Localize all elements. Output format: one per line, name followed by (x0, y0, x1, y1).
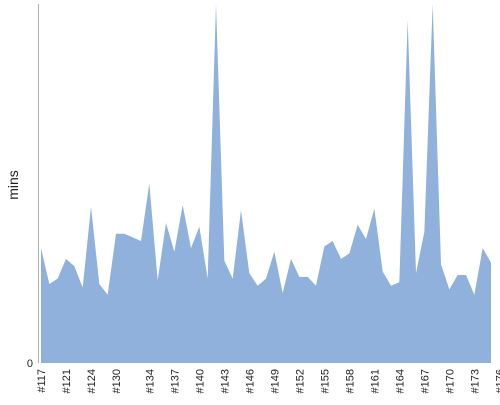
y-axis: 0 (27, 358, 33, 370)
x-tick-label: #170 (444, 369, 456, 393)
x-tick-label: #158 (344, 369, 356, 393)
x-tick-label: #173 (469, 369, 481, 393)
x-tick-label: #164 (394, 369, 406, 393)
x-tick-label: #146 (244, 369, 256, 393)
x-tick-label: #124 (86, 369, 98, 393)
x-tick-label: #155 (319, 369, 331, 393)
x-tick-label: #121 (61, 369, 73, 393)
x-tick-label: #143 (219, 369, 231, 393)
y-tick-label: 0 (27, 358, 33, 370)
y-axis-title: mins (5, 170, 21, 200)
x-tick-label: #152 (294, 369, 306, 393)
x-tick-label: #117 (36, 369, 48, 393)
x-tick-label: #149 (269, 369, 281, 393)
x-tick-label: #140 (194, 369, 206, 393)
plot-area (41, 4, 491, 363)
x-tick-label: #130 (111, 369, 123, 393)
x-tick-label: #161 (369, 369, 381, 393)
x-axis: #117 #121 #124 #130 #134 #137 #140 #143 #146 #149… (36, 369, 500, 393)
x-tick-label: #137 (169, 369, 181, 393)
area-series (41, 4, 491, 363)
x-tick-label: #176 (494, 369, 500, 393)
x-tick-label: #167 (419, 369, 431, 393)
x-tick-label: #134 (144, 369, 156, 393)
